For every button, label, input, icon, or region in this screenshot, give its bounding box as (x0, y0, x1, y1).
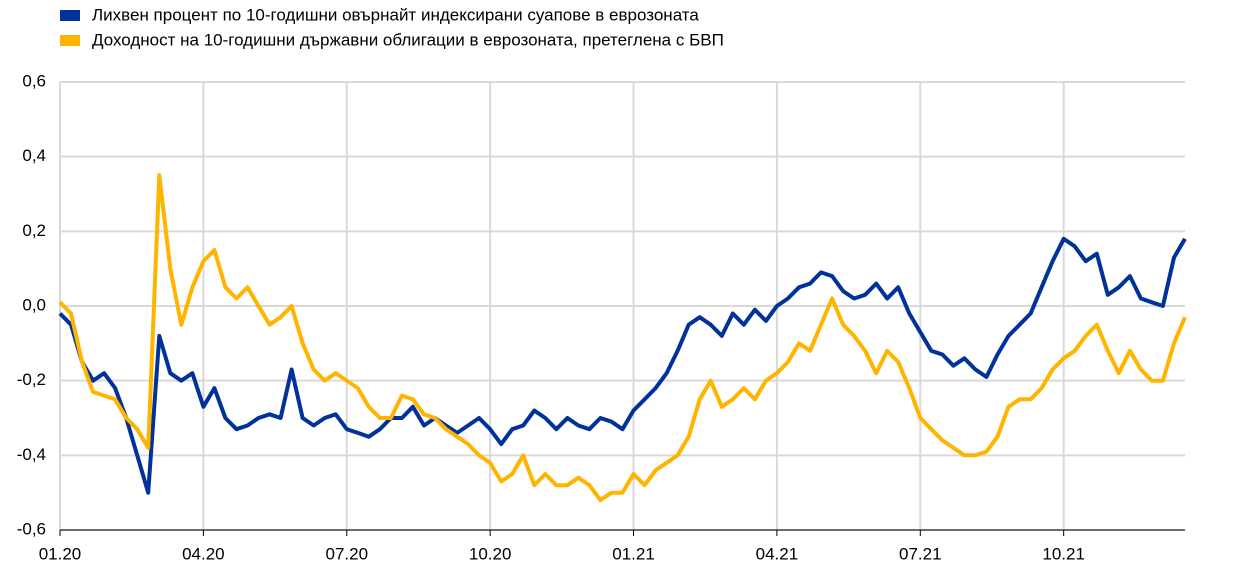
y-tick-label: -0,6 (17, 519, 46, 538)
legend-swatch (60, 10, 80, 21)
line-series (58, 236, 1187, 495)
x-tick-label: 07.21 (899, 544, 942, 563)
x-tick-label: 01.21 (612, 544, 655, 563)
x-tick-label: 04.21 (756, 544, 799, 563)
y-tick-label: -0,2 (17, 370, 46, 389)
x-tick-label: 04.20 (182, 544, 225, 563)
x-tick-label: 01.20 (39, 544, 82, 563)
legend-swatch (60, 35, 80, 46)
legend-label: Лихвен процент по 10-годишни овърнайт ин… (92, 5, 699, 24)
y-tick-label: 0,4 (22, 146, 46, 165)
line-series (58, 173, 1187, 503)
x-tick-label: 10.21 (1042, 544, 1085, 563)
y-tick-label: 0,0 (22, 295, 46, 314)
x-tick-label: 07.20 (325, 544, 368, 563)
y-tick-label: -0,4 (17, 445, 46, 464)
x-tick-label: 10.20 (469, 544, 512, 563)
legend-label: Доходност на 10-годишни държавни облигац… (92, 30, 724, 49)
y-tick-label: 0,6 (22, 71, 46, 90)
y-tick-label: 0,2 (22, 221, 46, 240)
